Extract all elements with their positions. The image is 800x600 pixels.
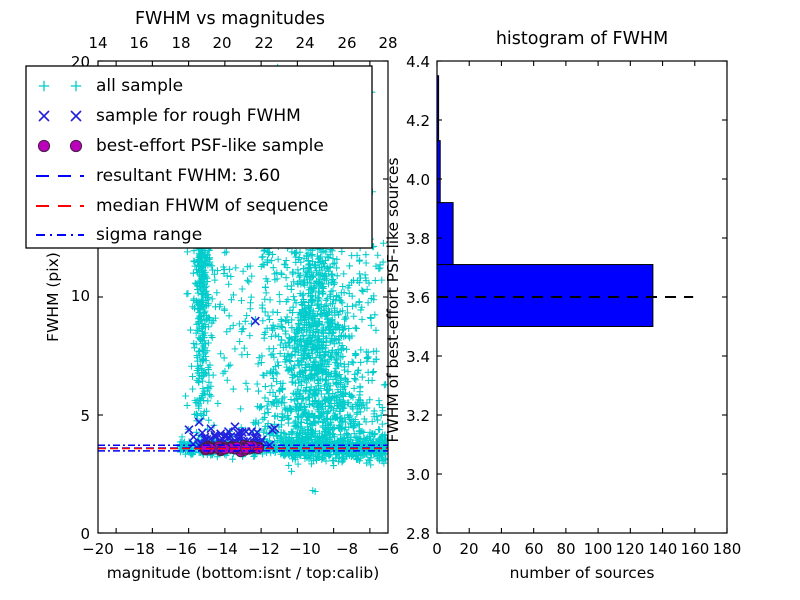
right-panel-xlabel: number of sources: [510, 564, 655, 582]
bottom-tick-label: −20: [82, 540, 114, 558]
x-tick-label: 60: [524, 540, 543, 558]
right-panel-title: histogram of FWHM: [496, 29, 668, 49]
y-tick-label: 3.4: [406, 348, 430, 366]
bottom-tick-label: −18: [123, 540, 155, 558]
bottom-tick-label: −16: [165, 540, 197, 558]
bottom-tick-label: −6: [377, 540, 399, 558]
legend-markers: [36, 80, 84, 236]
histogram-bars: [437, 75, 654, 327]
x-tick-label: 40: [491, 540, 510, 558]
right-panel-ylabel: FWHM of best-effort PSF-like sources: [384, 157, 402, 442]
bottom-tick-label: −14: [206, 540, 238, 558]
y-tick-label: 3.0: [406, 466, 430, 484]
legend-item-label: median FHWM of sequence: [96, 196, 328, 216]
legend-item-label: all sample: [96, 76, 183, 96]
left-panel-top-tick-labels: 14 16 18 20 22 24 26 28: [88, 34, 397, 52]
y-tick-label: 4.2: [406, 112, 430, 130]
x-tick-label: 120: [616, 540, 645, 558]
left-panel-ylabel: FWHM (pix): [44, 252, 62, 342]
right-panel-x-tick-labels: 0 20 40 60 80 100 120 140 160 180: [432, 540, 741, 558]
y-tick-label: 4.0: [406, 171, 430, 189]
bottom-tick-label: −10: [289, 540, 321, 558]
top-tick-label: 22: [254, 34, 273, 52]
legend-item-label: resultant FWHM: 3.60: [96, 166, 280, 186]
left-panel-reference-lines: [98, 444, 388, 452]
top-tick-label: 18: [171, 34, 190, 52]
x-tick-label: 160: [681, 540, 710, 558]
top-tick-label: 16: [129, 34, 148, 52]
x-tick-label: 100: [584, 540, 613, 558]
bottom-tick-label: −12: [248, 540, 280, 558]
y-tick-label: 3.2: [406, 407, 430, 425]
legend-labels: all sample sample for rough FWHM best-ef…: [96, 76, 328, 245]
bottom-tick-label: −8: [336, 540, 358, 558]
left-panel-xlabel: magnitude (bottom:isnt / top:calib): [107, 564, 380, 582]
top-tick-label: 26: [337, 34, 356, 52]
left-panel-bottom-tick-labels: −20 −18 −16 −14 −12 −10 −8 −6: [82, 540, 399, 558]
x-tick-label: 80: [556, 540, 575, 558]
x-tick-label: 20: [459, 540, 478, 558]
legend-item-label: best-effort PSF-like sample: [96, 136, 324, 156]
legend-item-label: sample for rough FWHM: [96, 106, 301, 126]
y-tick-label: 2.8: [406, 525, 430, 543]
top-tick-label: 20: [212, 34, 231, 52]
right-panel-data-area: [437, 75, 694, 327]
y-tick-label: 10: [71, 287, 90, 305]
right-panel: histogram of FWHM 2.8 3.0 3.2 3.4 3.6 3.…: [384, 29, 741, 582]
left-panel-ticks: [98, 60, 388, 534]
top-tick-label: 14: [88, 34, 107, 52]
x-tick-label: 180: [713, 540, 742, 558]
x-tick-label: 140: [649, 540, 678, 558]
left-panel: FWHM vs magnitudes 14 16 18 20 22 24 26 …: [44, 9, 399, 582]
legend: all sample sample for rough FWHM best-ef…: [25, 65, 373, 249]
top-tick-label: 28: [378, 34, 397, 52]
legend-item-label: sigma range: [96, 225, 202, 245]
left-panel-title: FWHM vs magnitudes: [135, 9, 325, 29]
x-tick-label: 0: [432, 540, 442, 558]
y-tick-label: 3.8: [406, 230, 430, 248]
top-tick-label: 24: [295, 34, 314, 52]
y-tick-label: 5: [80, 407, 90, 425]
y-tick-label: 4.4: [406, 53, 430, 71]
legend-box: [25, 65, 373, 249]
right-panel-y-tick-labels: 2.8 3.0 3.2 3.4 3.6 3.8 4.0 4.2 4.4: [406, 53, 430, 543]
right-panel-ticks: [436, 60, 728, 534]
y-tick-label: 3.6: [406, 289, 430, 307]
y-tick-label: 0: [80, 525, 90, 543]
